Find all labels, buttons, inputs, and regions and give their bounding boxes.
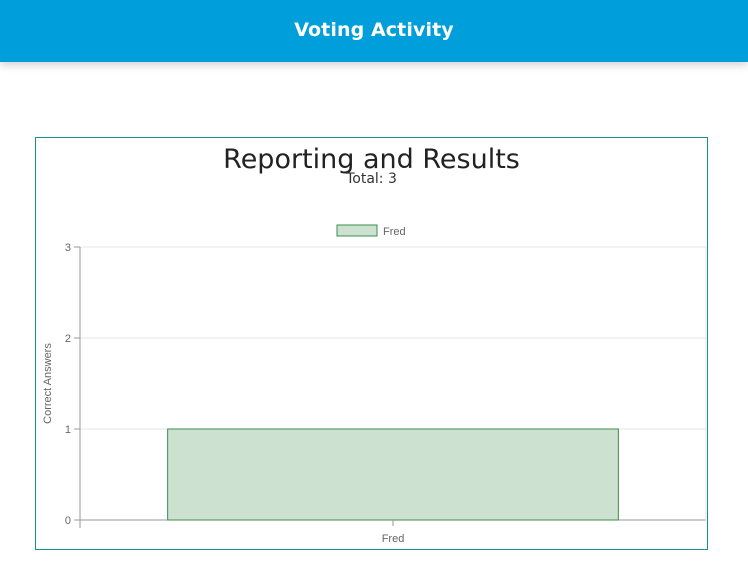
x-tick-label: Fred: [382, 533, 405, 545]
legend-swatch: [336, 224, 378, 237]
y-tick-label: 2: [65, 333, 71, 345]
legend-label: Fred: [383, 226, 406, 238]
bar: [167, 428, 619, 521]
report-title: Reporting and Results: [223, 144, 520, 175]
report-total: Total: 3: [346, 171, 397, 187]
y-tick-label: 0: [65, 515, 71, 527]
app-header: Voting Activity: [0, 0, 748, 62]
y-tick-label: 1: [65, 424, 71, 436]
y-tick-label: 3: [65, 242, 71, 254]
y-axis-title: Correct Answers: [42, 343, 54, 424]
page-title: Voting Activity: [294, 18, 454, 41]
